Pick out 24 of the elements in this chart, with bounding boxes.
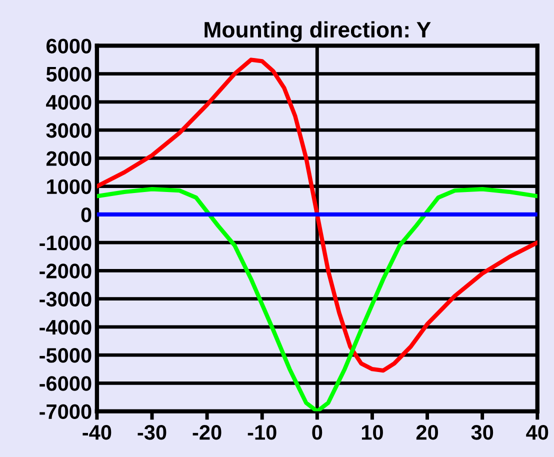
y-tick-label: -2000 (40, 264, 92, 278)
y-tick-label: -6000 (40, 376, 92, 391)
x-tick-label: -10 (248, 425, 276, 440)
y-tick-label: 6000 (46, 38, 92, 54)
x-tick-label: -30 (138, 425, 166, 440)
y-tick-label: 4000 (46, 94, 92, 110)
y-tick-label: -7000 (40, 404, 92, 420)
x-tick-label: -40 (82, 425, 112, 440)
x-tick-label: -20 (192, 425, 222, 440)
y-tick-label: 2000 (46, 151, 92, 166)
y-tick-label: 5000 (46, 66, 92, 82)
x-tick-label: 10 (362, 425, 383, 440)
y-tick-label: 3000 (46, 123, 92, 138)
y-tick-label: 1000 (47, 179, 92, 194)
chart-title: Mounting direction: Y (204, 21, 431, 42)
x-tick-label: 30 (471, 425, 494, 440)
x-tick-label: 40 (526, 425, 548, 440)
y-tick-label: -5000 (40, 348, 92, 363)
x-tick-label: 20 (416, 425, 438, 440)
y-tick-label: -4000 (40, 320, 92, 335)
y-tick-label: -3000 (40, 292, 92, 307)
x-tick-label: 0 (312, 425, 322, 440)
y-tick-label: 0 (81, 207, 92, 222)
y-tick-label: -1000 (40, 236, 92, 250)
